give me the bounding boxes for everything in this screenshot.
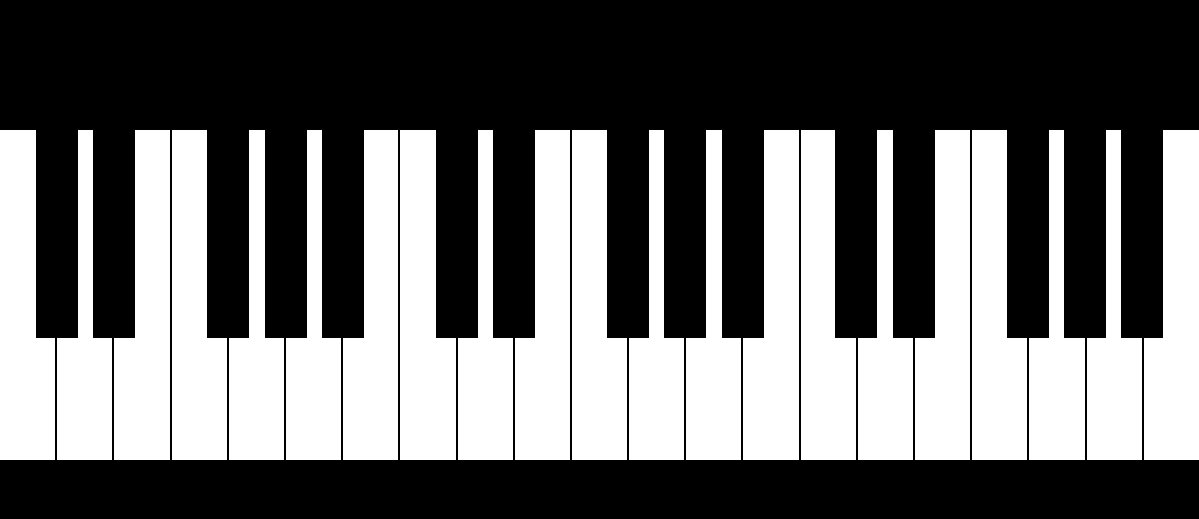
black-key-Asharp-9[interactable]: [722, 130, 764, 338]
black-key-Gsharp-8[interactable]: [664, 130, 706, 338]
black-key-Gsharp-13[interactable]: [1064, 130, 1106, 338]
black-key-Gsharp-3[interactable]: [265, 130, 307, 338]
black-key-Fsharp-2[interactable]: [207, 130, 249, 338]
black-key-Asharp-4[interactable]: [322, 130, 364, 338]
black-key-Dsharp-11[interactable]: [893, 130, 935, 338]
black-key-Fsharp-12[interactable]: [1007, 130, 1049, 338]
black-key-Csharp-5[interactable]: [436, 130, 478, 338]
black-key-Asharp-14[interactable]: [1121, 130, 1163, 338]
black-key-Fsharp-7[interactable]: [607, 130, 649, 338]
black-key-Csharp-10[interactable]: [835, 130, 877, 338]
black-key-Dsharp-6[interactable]: [493, 130, 535, 338]
black-key-Csharp-0[interactable]: [36, 130, 78, 338]
piano-keyboard: [0, 130, 1199, 460]
black-key-Dsharp-1[interactable]: [93, 130, 135, 338]
